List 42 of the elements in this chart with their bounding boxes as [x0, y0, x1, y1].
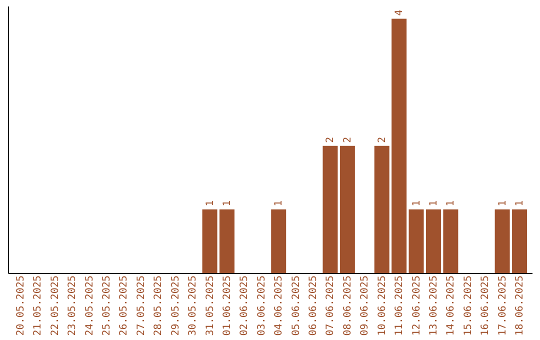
data-label: 2: [376, 136, 388, 143]
x-tick-label: 09.06.2025: [360, 276, 371, 336]
x-tick-label: 23.05.2025: [67, 276, 78, 336]
x-tick-label: 27.05.2025: [136, 276, 147, 336]
x-tick-label: 22.05.2025: [50, 276, 61, 336]
x-tick-label: 24.05.2025: [84, 276, 96, 336]
x-tick-label: 29.05.2025: [170, 276, 182, 336]
x-tick-label: 03.06.2025: [256, 276, 268, 336]
x-tick-label: 21.05.2025: [32, 276, 44, 336]
x-tick-label: 11.06.2025: [394, 276, 406, 336]
x-tick-label: 16.06.2025: [480, 276, 492, 336]
x-tick-label: 18.06.2025: [514, 276, 526, 336]
x-tick-label: 13.06.2025: [428, 276, 440, 336]
data-label: 1: [446, 200, 457, 206]
x-tick-label: 06.06.2025: [308, 276, 320, 336]
data-label: 1: [274, 200, 285, 206]
data-label: 1: [514, 200, 526, 206]
x-tick-label: 25.05.2025: [102, 276, 113, 336]
x-tick-label: 20.05.2025: [15, 276, 26, 336]
x-tick-label: 17.06.2025: [497, 276, 508, 336]
x-tick-label: 15.06.2025: [462, 276, 474, 336]
data-label: 1: [222, 200, 233, 206]
data-label: 1: [428, 200, 440, 206]
data-label: 2: [342, 136, 354, 143]
x-tick-label: 02.06.2025: [239, 276, 250, 336]
x-tick-label: 26.05.2025: [118, 276, 130, 336]
data-label: 1: [411, 200, 422, 206]
x-tick-label: 14.06.2025: [446, 276, 457, 336]
x-tick-label: 10.06.2025: [376, 276, 388, 336]
x-tick-label: 08.06.2025: [342, 276, 354, 336]
x-tick-label: 12.06.2025: [411, 276, 422, 336]
x-tick-label: 05.06.2025: [290, 276, 302, 336]
data-label: 1: [497, 200, 508, 206]
data-label: 1: [204, 200, 216, 206]
data-label: 2: [325, 136, 336, 143]
data-label: 4: [394, 10, 406, 16]
x-tick-label: 31.05.2025: [204, 276, 216, 336]
x-tick-label: 28.05.2025: [153, 276, 164, 336]
x-tick-label: 04.06.2025: [274, 276, 285, 336]
x-tick-label: 07.06.2025: [325, 276, 336, 336]
x-tick-label: 01.06.2025: [222, 276, 233, 336]
x-tick-label: 30.05.2025: [188, 276, 199, 336]
